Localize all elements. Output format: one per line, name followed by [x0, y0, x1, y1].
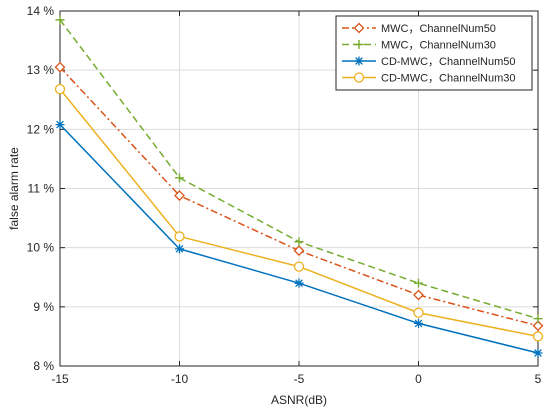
- diamond-marker: [174, 190, 185, 202]
- series-1: [54, 61, 544, 332]
- y-tick-label: 12 %: [27, 122, 55, 136]
- x-tick-label: -5: [294, 372, 305, 386]
- plus-marker: [533, 314, 543, 324]
- y-tick-label: 13 %: [27, 63, 55, 77]
- axis-ticks: -15 -10 -5 0 5 8 % 9 % 10 % 11 % 12 % 13 % 14 %: [27, 4, 542, 386]
- asterisk-marker: [294, 278, 304, 288]
- x-tick-label: -15: [51, 372, 69, 386]
- legend-entry: MWC，ChannelNum50: [342, 22, 496, 35]
- x-tick-label: 5: [535, 372, 542, 386]
- legend-entry: CD-MWC，ChannelNum50: [342, 56, 515, 68]
- asterisk-marker: [354, 56, 364, 66]
- legend-label: MWC，ChannelNum30: [381, 40, 496, 52]
- plus-marker: [55, 15, 65, 25]
- circle-marker: [353, 72, 365, 83]
- y-axis-title: false alarm rate: [7, 147, 21, 230]
- x-tick-label: 0: [415, 372, 422, 386]
- circle-marker: [413, 307, 424, 318]
- asterisk-marker: [414, 318, 423, 328]
- diamond-marker: [353, 22, 365, 34]
- circle-marker: [293, 261, 305, 272]
- circle-marker: [532, 331, 544, 342]
- asterisk-marker: [55, 120, 65, 130]
- series-2: [55, 15, 543, 324]
- series-3: [55, 120, 543, 358]
- x-axis-title: ASNR(dB): [271, 393, 327, 407]
- series-4: [54, 83, 544, 342]
- circle-marker: [54, 83, 66, 95]
- asterisk-marker: [175, 244, 184, 254]
- diamond-marker: [413, 289, 424, 301]
- legend-entry: CD-MWC，ChannelNum30: [342, 72, 515, 85]
- y-tick-label: 14 %: [27, 4, 55, 18]
- y-tick-label: 10 %: [27, 241, 55, 255]
- diamond-marker: [54, 61, 66, 73]
- diamond-marker: [293, 245, 305, 257]
- plus-marker: [294, 237, 304, 247]
- plus-marker: [175, 173, 184, 183]
- asterisk-marker: [533, 348, 543, 358]
- legend-entry: MWC，ChannelNum30: [342, 40, 496, 52]
- legend-label: MWC，ChannelNum50: [381, 23, 496, 35]
- x-tick-label: -10: [171, 372, 189, 386]
- series: [54, 15, 544, 358]
- plus-marker: [354, 40, 364, 49]
- plus-marker: [414, 278, 423, 288]
- y-tick-label: 11 %: [28, 182, 55, 196]
- legend-label: CD-MWC，ChannelNum50: [381, 56, 515, 68]
- diamond-marker: [532, 320, 544, 332]
- y-tick-label: 8 %: [33, 359, 54, 373]
- legend: MWC，ChannelNum50 MWC，ChannelNum30 CD-MWC，C…: [335, 15, 533, 91]
- legend-label: CD-MWC，ChannelNum30: [381, 73, 515, 85]
- circle-marker: [174, 231, 185, 242]
- y-tick-label: 9 %: [33, 300, 54, 314]
